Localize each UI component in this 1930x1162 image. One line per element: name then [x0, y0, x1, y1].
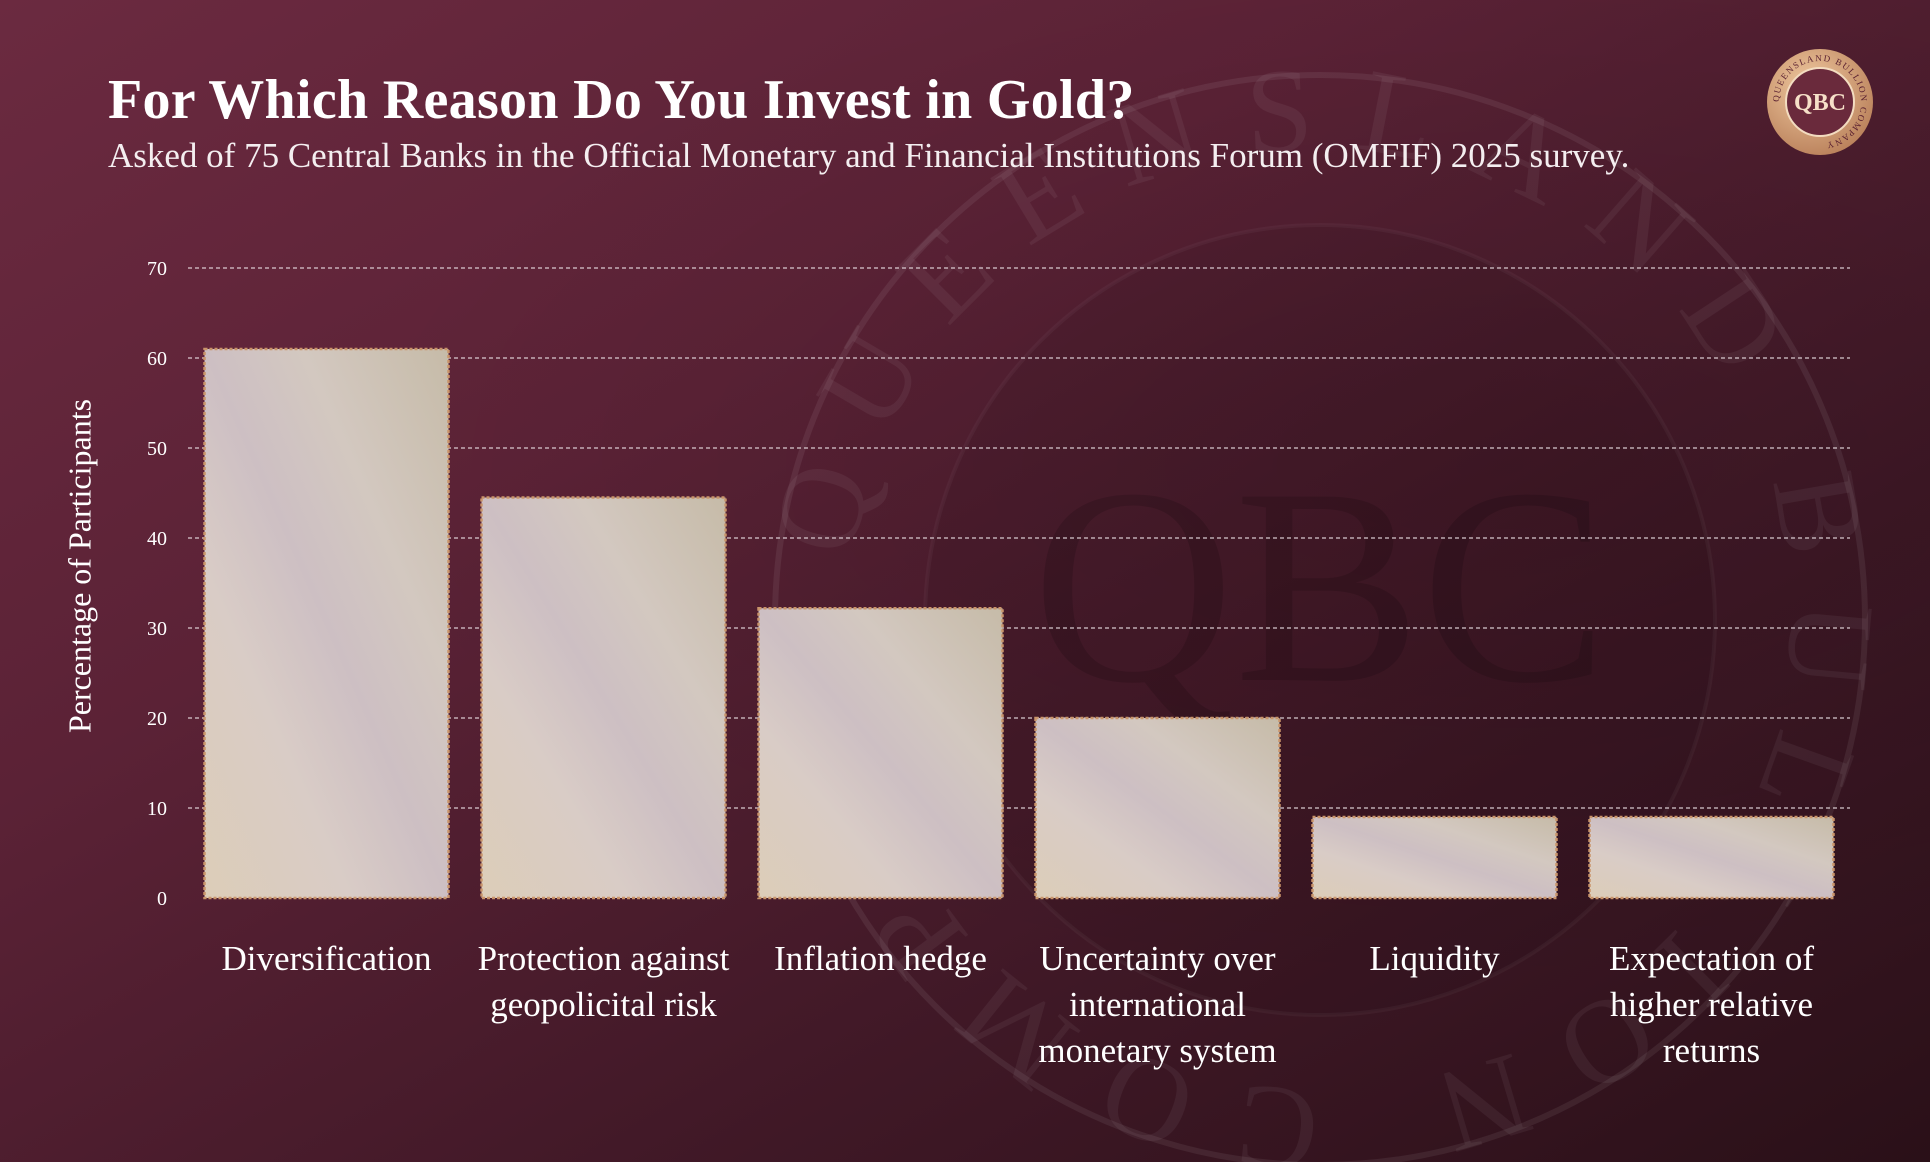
qbc-logo: QUEENSLAND BULLION COMPANY QBC — [1767, 49, 1873, 155]
x-tick-label: Protection against geopolicital risk — [459, 936, 749, 1028]
x-tick-label-line: geopolicital risk — [490, 985, 717, 1024]
x-tick-label-line: Expectation of — [1608, 939, 1815, 978]
x-tick-label: Inflation hedge — [736, 936, 1026, 982]
bar — [203, 347, 450, 900]
y-axis-label: Percentage of Participants — [61, 398, 98, 734]
bar — [1311, 815, 1558, 900]
y-tick-label: 10 — [147, 798, 167, 820]
x-tick-label-line: Liquidity — [1369, 939, 1500, 978]
x-tick-label-line: returns — [1662, 1031, 1761, 1070]
y-tick-label: 20 — [147, 708, 167, 730]
x-tick-label-line: Inflation hedge — [774, 939, 987, 978]
y-gridlines — [188, 267, 1850, 809]
logo-monogram: QBC — [1794, 90, 1846, 116]
bar — [1034, 716, 1281, 900]
x-tick-label-line: international — [1069, 985, 1246, 1024]
y-tick-label: 40 — [147, 528, 167, 550]
chart-title: For Which Reason Do You Invest in Gold? — [108, 69, 1135, 131]
y-tick-label: 60 — [147, 348, 167, 370]
y-tick-label: 50 — [147, 438, 167, 460]
y-tick-label: 70 — [147, 258, 167, 280]
x-tick-label: Expectation of higher relative returns — [1567, 936, 1857, 1074]
x-tick-label-line: Uncertainty over — [1039, 939, 1276, 978]
x-tick-label: Uncertainty over international monetary sy… — [1013, 936, 1303, 1074]
x-tick-label-line: higher relative — [1609, 985, 1814, 1024]
bar — [757, 606, 1004, 900]
y-tick-labels: 0 10 20 30 40 50 60 70 — [147, 258, 167, 910]
x-tick-label-line: Protection against — [477, 939, 730, 978]
bar — [480, 496, 727, 900]
y-tick-label: 30 — [147, 618, 167, 640]
x-tick-label-line: Diversification — [221, 939, 432, 978]
bar — [1588, 815, 1835, 900]
x-tick-label: Liquidity — [1290, 936, 1580, 982]
x-tick-label-line: monetary system — [1038, 1031, 1277, 1070]
x-tick-label: Diversification — [182, 936, 472, 982]
chart-subtitle: Asked of 75 Central Banks in the Officia… — [108, 136, 1630, 175]
bars — [203, 347, 1835, 900]
y-tick-label: 0 — [157, 888, 167, 910]
